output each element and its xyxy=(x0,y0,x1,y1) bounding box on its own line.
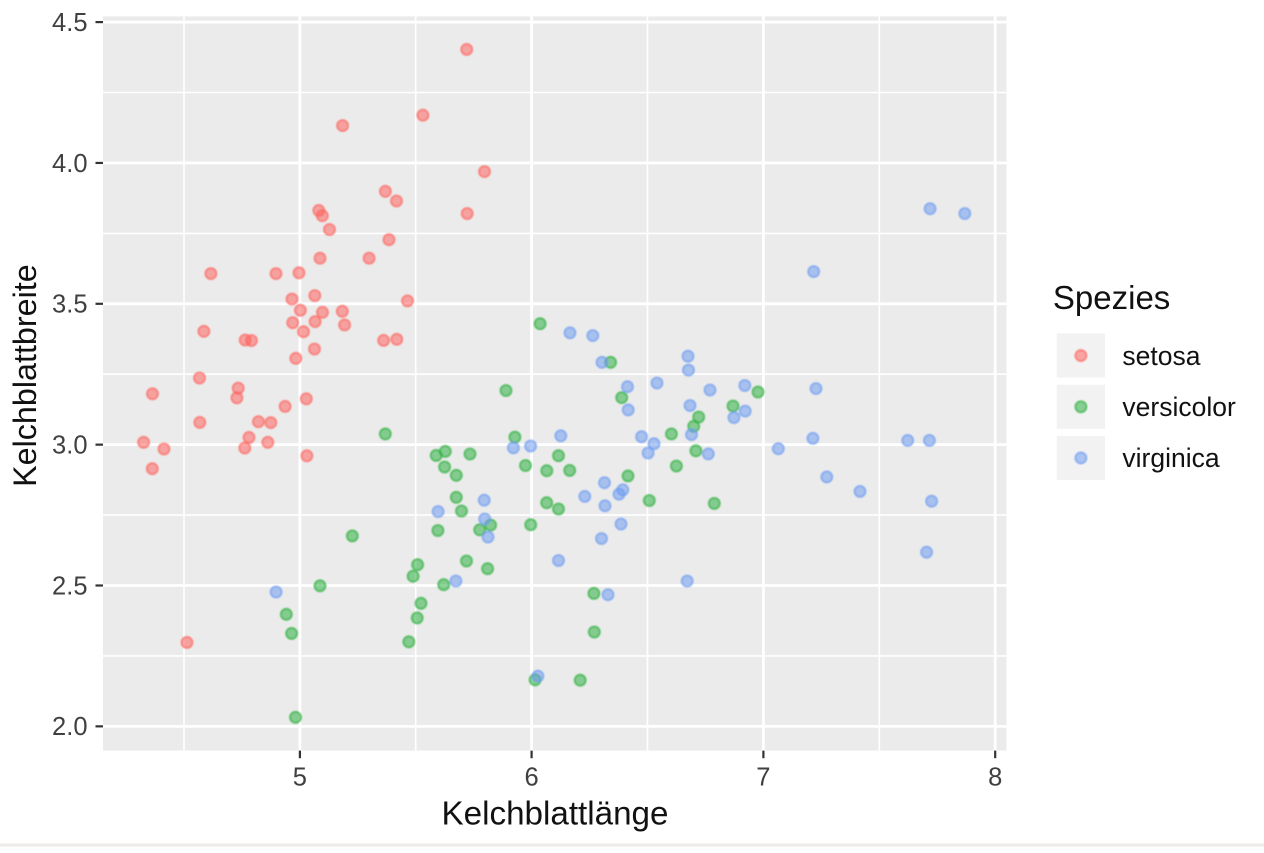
svg-text:3.0: 3.0 xyxy=(52,431,87,459)
svg-text:Kelchblattbreite: Kelchblattbreite xyxy=(7,264,43,487)
svg-text:2.0: 2.0 xyxy=(52,713,87,741)
svg-text:7: 7 xyxy=(756,764,770,792)
svg-text:4.0: 4.0 xyxy=(52,150,87,178)
svg-text:versicolor: versicolor xyxy=(1122,392,1236,422)
svg-text:2.5: 2.5 xyxy=(52,572,87,600)
svg-text:6: 6 xyxy=(525,764,539,792)
svg-text:virginica: virginica xyxy=(1122,443,1219,473)
svg-text:Spezies: Spezies xyxy=(1053,279,1170,316)
svg-text:setosa: setosa xyxy=(1122,341,1200,371)
svg-text:3.5: 3.5 xyxy=(52,291,87,319)
svg-text:Kelchblattlänge: Kelchblattlänge xyxy=(442,796,669,833)
svg-text:5: 5 xyxy=(293,764,307,792)
svg-text:4.5: 4.5 xyxy=(52,9,87,37)
svg-text:8: 8 xyxy=(988,764,1002,792)
